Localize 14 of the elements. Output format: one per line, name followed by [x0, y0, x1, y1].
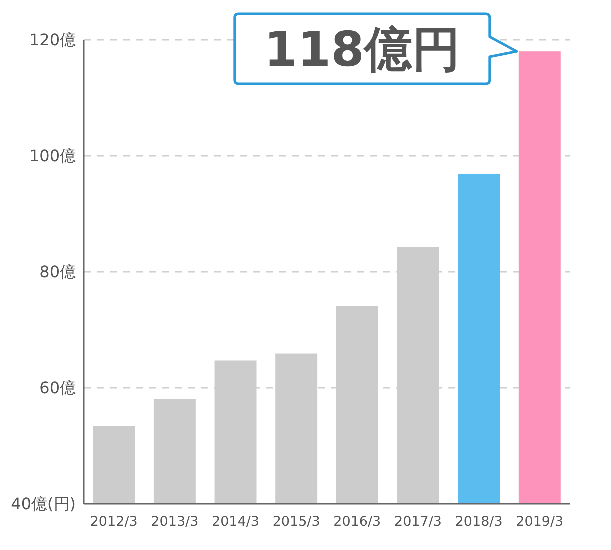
y-tick-label: 60億 [40, 378, 76, 398]
y-tick-label: 120億 [29, 30, 76, 50]
x-tick-label: 2016/3 [334, 514, 382, 530]
y-tick-label: 80億 [40, 262, 76, 282]
y-tick-label: 40億(円) [11, 494, 76, 514]
x-tick-label: 2019/3 [516, 514, 564, 530]
x-tick-label: 2012/3 [90, 514, 138, 530]
y-tick-label: 100億 [29, 146, 76, 166]
x-tick-label: 2018/3 [455, 514, 503, 530]
x-tick-label: 2015/3 [272, 514, 320, 530]
x-tick-label: 2014/3 [212, 514, 260, 530]
annotation: 118億円 [264, 22, 461, 78]
x-tick-label: 2013/3 [151, 514, 199, 530]
x-tick-label: 2017/3 [394, 514, 442, 530]
